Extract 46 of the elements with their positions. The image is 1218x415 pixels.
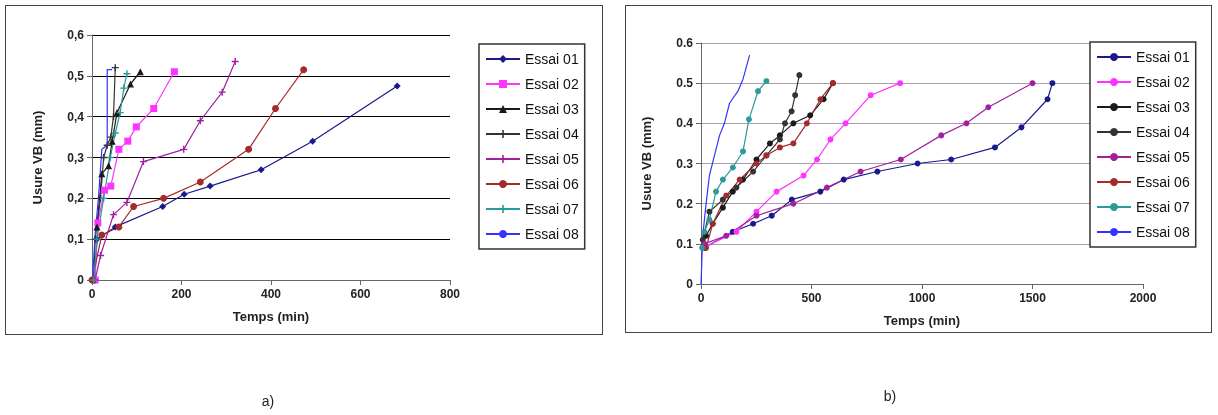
legend-label: Essai 01 [525,51,579,67]
x-tick-label: 1500 [1019,291,1047,305]
y-tick-label: 0,1 [67,232,85,247]
x-tick-label: 500 [801,291,822,305]
y-tick-label: 0,6 [67,28,85,42]
x-tick-label: 1000 [908,291,936,305]
legend-label: Essai 08 [525,226,579,242]
y-axis-title: Usure VB (mm) [639,116,654,211]
legend-label: Essai 05 [1136,149,1190,165]
y-tick-label: 0.5 [676,76,694,91]
x-tick-label: 600 [350,287,371,301]
y-tick-label: 0,4 [67,109,85,124]
x-tick-label: 800 [439,287,461,301]
x-tick-label: 2000 [1129,291,1157,305]
legend-label: Essai 04 [1136,124,1190,140]
y-tick-label: 0.2 [676,196,694,211]
legend-label: Essai 03 [1136,99,1190,115]
x-tick-label: 400 [260,287,282,301]
x-tick-label: 0 [697,291,705,305]
legend-label: Essai 02 [525,76,579,92]
y-tick-label: 0,3 [67,150,85,165]
text: b) [882,388,898,404]
legend-label: Essai 06 [1136,174,1190,190]
y-tick-label: 0.4 [676,116,694,131]
y-tick-label: 0 [686,277,694,291]
x-tick-label: 0 [88,287,96,301]
x-tick-label: 200 [171,287,192,301]
legend-label: Essai 02 [1136,74,1190,90]
y-tick-label: 0.3 [676,156,694,171]
legend-label: Essai 03 [525,101,579,117]
x-axis-title: Temps (min) [883,313,961,328]
y-tick-label: 0.1 [676,236,694,251]
legend-label: Essai 07 [1136,199,1190,215]
x-axis-title: Temps (min) [232,309,310,324]
text: a) [260,393,276,409]
legend-label: Essai 07 [525,201,579,217]
y-tick-label: 0,5 [67,68,85,83]
y-tick-label: 0,2 [67,191,85,206]
legend-label: Essai 01 [1136,49,1190,65]
y-tick-label: 0.6 [676,36,694,50]
y-tick-label: 0 [77,273,85,287]
legend-label: Essai 08 [1136,224,1190,240]
y-axis-title: Usure VB (mm) [30,110,45,205]
legend-label: Essai 04 [525,126,579,142]
legend-label: Essai 06 [525,176,579,192]
legend-label: Essai 05 [525,151,579,167]
